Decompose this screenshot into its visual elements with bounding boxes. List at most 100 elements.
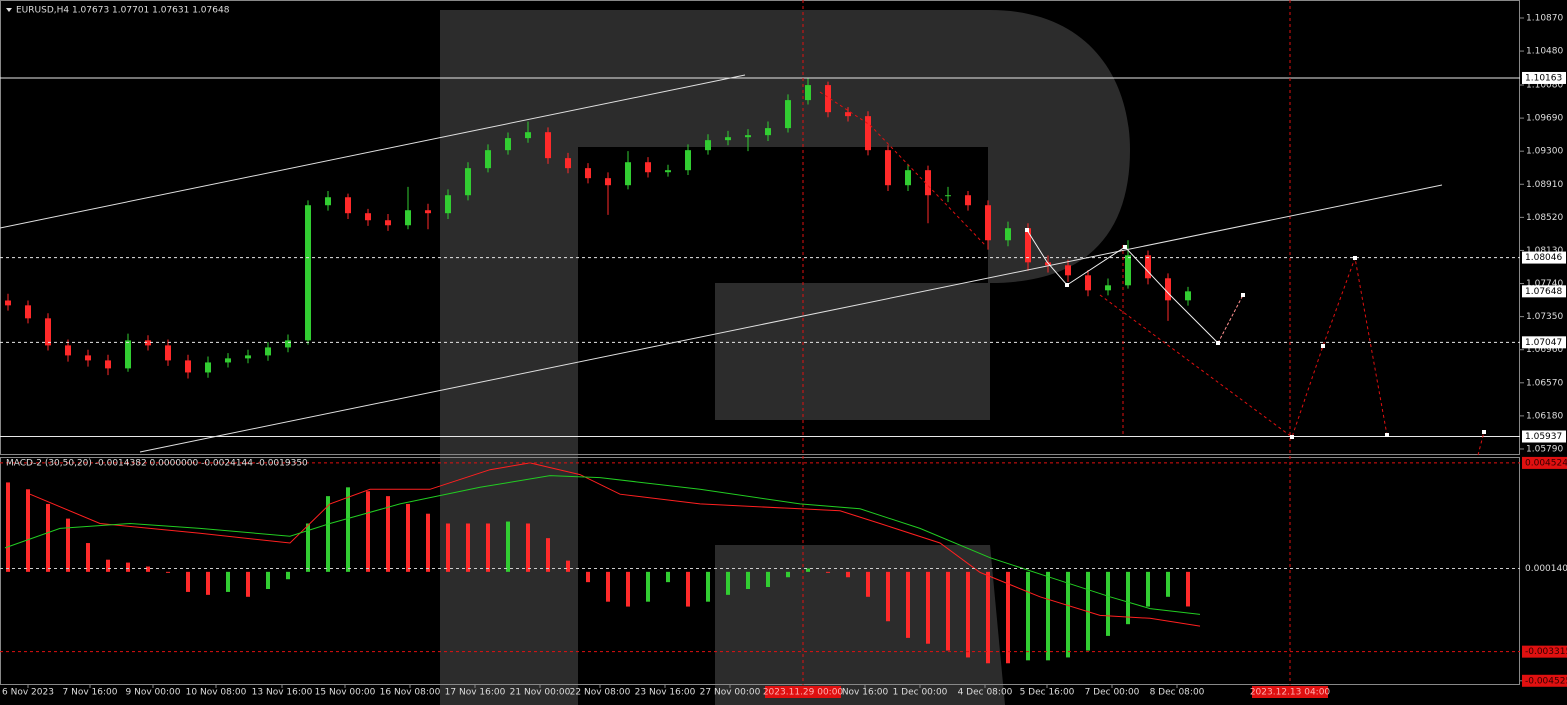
macd-header: MACD-2 (30,50,20) -0.0014382 0.0000000 -… [6,459,308,469]
trend-projection [819,91,986,246]
candle-body [465,168,471,196]
candle-body [685,150,691,171]
x-tick-label: 21 Nov 00:00 [510,688,571,698]
candle-body [845,112,851,117]
y-tick-label: -0.004525 [1525,676,1567,686]
price-level-label: 1.05937 [1525,432,1562,442]
y-tick-label: 0.000140 [1525,564,1567,574]
histogram-bar [146,566,150,572]
histogram-bar [506,521,510,572]
histogram-bar [1126,571,1130,625]
y-tick-label: 1.09300 [1526,147,1563,157]
candle-body [765,128,771,136]
candle-body [725,137,731,141]
price-level-box [1522,285,1566,298]
histogram-bar [206,571,210,595]
annotations [0,74,1486,456]
histogram-bar [246,571,250,597]
candle-body [1085,275,1091,291]
axes: 1.10870 1.10480 1.10080 1.09690 1.09300 1.089… [2,13,1567,698]
candle-body [65,345,71,356]
histogram-bar [1106,571,1110,636]
histogram-bar [6,482,10,572]
histogram-bar [866,571,870,597]
wave-point [1353,256,1357,260]
histogram-bar [386,496,390,572]
x-tick-label: 17 Nov 16:00 [445,688,506,698]
candle-body [1125,255,1131,286]
histogram-bar [946,571,950,651]
histogram-bar [1006,571,1010,664]
candle-body [165,345,171,361]
candle-body [1145,255,1151,279]
histogram-bar [826,571,830,573]
candle-body [1065,265,1071,276]
histogram-bar [226,571,230,592]
histogram-bar [986,571,990,664]
channel-bottom [139,184,1443,453]
price-level-box [1522,251,1566,264]
candle-body [285,340,291,348]
candle-body [405,210,411,226]
x-tick-label: 7 Dec 00:00 [1085,688,1140,698]
wave-point [1482,430,1486,434]
candle-body [45,318,51,346]
candle-body [545,132,551,159]
histogram-bar [606,571,610,602]
histogram-bar [686,571,690,607]
histogram-bar [966,571,970,658]
y-tick-box [1522,645,1567,658]
y-tick-label: 1.08910 [1526,180,1563,190]
wave-point [1123,245,1127,249]
candle-body [425,210,431,214]
histogram-bar [286,571,290,580]
x-tick-label: 27 Nov 00:00 [700,688,761,698]
x-tick-label: 2023.11.29 00:00 [763,688,844,698]
x-tick-label: 22 Nov 08:00 [570,688,631,698]
histogram-bar [326,496,330,572]
histogram-bar [806,568,810,572]
macd-frame [0,457,1520,685]
candle-body [785,100,791,129]
histogram-bar [586,571,590,583]
wave-point [1025,228,1029,232]
histogram-bar [746,571,750,590]
histogram-bar [626,571,630,607]
histogram-bar [646,571,650,602]
candle-body [385,220,391,226]
y-tick-box [1522,674,1567,687]
candle-body [1185,291,1191,301]
histogram-bar [706,571,710,602]
x-tick-label: 2023.12.13 04:00 [1250,688,1331,698]
x-tick-label: 23 Nov 16:00 [635,688,696,698]
candle-body [805,85,811,101]
candle-body [585,168,591,179]
candle-body [345,197,351,214]
candle-body [565,158,571,169]
histogram-bar [886,571,890,622]
y-tick-label: 1.06960 [1526,345,1563,355]
histogram-bar [66,518,70,572]
histogram-bar [26,489,30,572]
y-tick-label: 0.004524 [1525,458,1567,468]
candle-body [145,340,151,346]
candle-body [625,162,631,186]
candle-body [205,362,211,373]
histogram-bar [1046,571,1050,661]
histogram-bar [1186,571,1190,607]
candle-body [305,205,311,341]
wave-point [1290,435,1294,439]
histogram-bar [726,571,730,595]
candle-body [885,150,891,186]
histogram-bar [1166,571,1170,597]
candle-body [225,358,231,363]
histogram-bar [486,523,490,572]
candle-body [1025,228,1031,263]
x-tick-label: 9 Nov 00:00 [126,688,181,698]
x-tick-label: Nov 16:00 [842,688,889,698]
candle-body [905,170,911,186]
wave-forecast [1217,294,1244,344]
candle-body [325,197,331,206]
header-arrow [6,8,12,12]
histogram-bar [786,571,790,578]
